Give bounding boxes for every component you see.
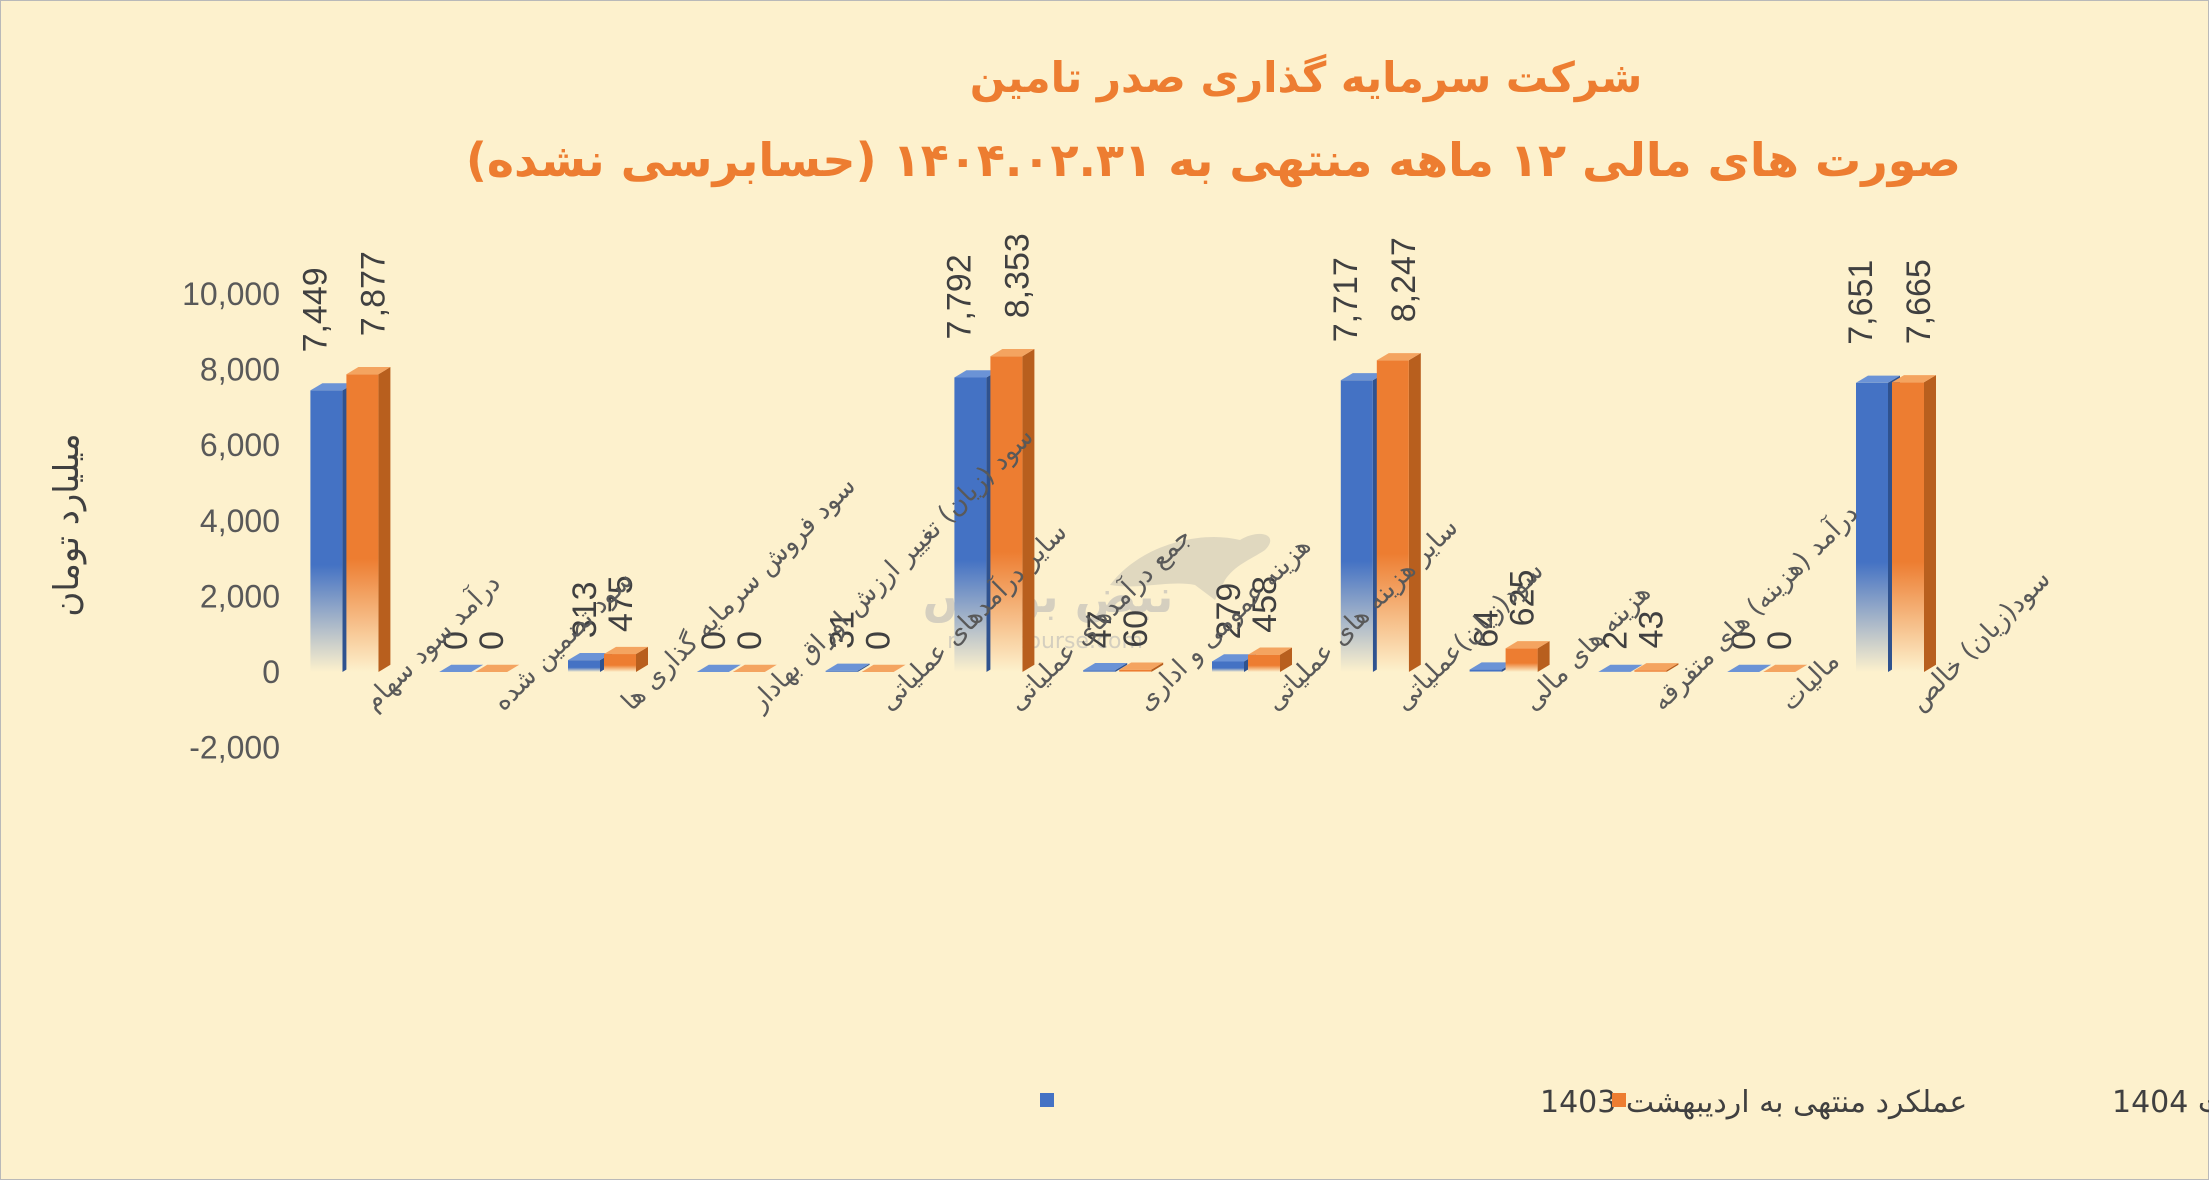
data-label: 8,247 bbox=[1385, 237, 1423, 322]
legend-item-1404: عملکرد منتهی به اردیبهشت 1404 bbox=[1612, 1085, 2209, 1120]
bull-logo-icon bbox=[1110, 533, 1271, 600]
data-label: 0 bbox=[860, 631, 898, 650]
x-category-label: مالیات bbox=[1775, 646, 1846, 717]
chart-subtitle: صورت های مالی ۱۲ ماهه منتهی به ۱۴۰۴.۰۲.۳… bbox=[465, 133, 1961, 187]
chart-title: شرکت سرمایه گذاری صدر تامین bbox=[969, 53, 1643, 102]
x-category-label: سود فروش سرمایه گذاری ها bbox=[615, 470, 862, 717]
data-label: 64 bbox=[1468, 610, 1506, 648]
data-label: 458 bbox=[1246, 576, 1284, 633]
data-label: 43 bbox=[1632, 611, 1670, 649]
data-label: 7,651 bbox=[1842, 260, 1880, 345]
bar-1403 bbox=[1727, 664, 1772, 673]
bar-1404 bbox=[1892, 375, 1936, 672]
y-axis-label: میلیارد تومان bbox=[47, 433, 87, 616]
data-label: 7,717 bbox=[1327, 257, 1365, 342]
legend-label-1403: عملکرد منتهی به اردیبهشت 1403 bbox=[1540, 1085, 1967, 1120]
bar-1404 bbox=[1119, 662, 1164, 672]
data-label: 0 bbox=[437, 631, 475, 650]
data-label: 7,792 bbox=[940, 254, 978, 339]
y-tick-label: -2,000 bbox=[189, 730, 280, 766]
bar-1404 bbox=[604, 646, 648, 672]
bar-1404 bbox=[732, 664, 777, 673]
data-label: 47 bbox=[1081, 610, 1119, 648]
data-label: 0 bbox=[695, 631, 733, 650]
data-label: 475 bbox=[602, 575, 640, 632]
data-label: 625 bbox=[1504, 570, 1542, 627]
bar-1403 bbox=[825, 663, 870, 672]
bar-1404 bbox=[1634, 663, 1679, 672]
data-label: 7,665 bbox=[1900, 259, 1938, 344]
data-label: 313 bbox=[566, 581, 604, 638]
y-tick-label: 2,000 bbox=[200, 578, 280, 614]
bar-1404 bbox=[1763, 664, 1808, 673]
data-label: 279 bbox=[1210, 583, 1248, 640]
bar-1403 bbox=[1083, 663, 1128, 672]
data-label: 0 bbox=[731, 631, 769, 650]
bar-1404 bbox=[1376, 353, 1421, 672]
legend-swatch-1403 bbox=[1040, 1093, 1054, 1107]
data-label: 7,449 bbox=[296, 267, 334, 352]
data-label: 0 bbox=[1761, 631, 1799, 650]
data-label: 0 bbox=[473, 631, 511, 650]
bar-1404 bbox=[990, 349, 1035, 672]
data-label: 8,353 bbox=[998, 233, 1036, 318]
bar-1403 bbox=[696, 664, 741, 673]
y-tick-label: 6,000 bbox=[200, 427, 280, 463]
x-category-label: درآمد (هزینه) های متفرقه bbox=[1645, 497, 1865, 717]
bar-1403 bbox=[1598, 664, 1643, 673]
legend: عملکرد منتهی به اردیبهشت 1403 عملکرد منت… bbox=[1040, 1085, 2209, 1120]
data-label: 2 bbox=[1596, 631, 1634, 650]
y-tick-label: 0 bbox=[262, 654, 280, 690]
data-label: 31 bbox=[824, 611, 862, 649]
data-label: 60 bbox=[1117, 610, 1155, 648]
data-label: 0 bbox=[1725, 631, 1763, 650]
bar-1404 bbox=[1248, 647, 1292, 672]
y-tick-label: 8,000 bbox=[200, 352, 280, 388]
bar-1404 bbox=[1505, 641, 1550, 672]
bar-1404 bbox=[861, 664, 906, 673]
bar-1404 bbox=[475, 664, 520, 673]
data-label: 7,877 bbox=[354, 251, 392, 336]
bar-1404 bbox=[346, 367, 391, 672]
y-tick-label: 10,000 bbox=[182, 276, 280, 312]
bars bbox=[310, 349, 1936, 673]
bar-1403 bbox=[439, 664, 484, 673]
legend-item-1403: عملکرد منتهی به اردیبهشت 1403 bbox=[1040, 1085, 1967, 1120]
y-tick-label: 4,000 bbox=[200, 503, 280, 539]
legend-swatch-1404 bbox=[1612, 1093, 1626, 1107]
y-axis: -2,000 0 2,000 4,000 6,000 8,000 10,000 bbox=[182, 276, 280, 766]
legend-label-1404: عملکرد منتهی به اردیبهشت 1404 bbox=[2112, 1085, 2209, 1120]
